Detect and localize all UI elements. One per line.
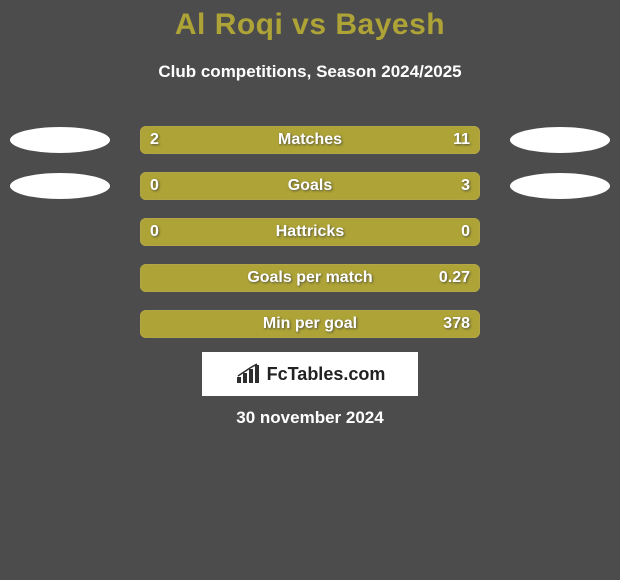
comparison-card: Al Roqi vs Bayesh Club competitions, Sea… bbox=[0, 0, 620, 580]
stat-label: Hattricks bbox=[140, 218, 480, 246]
stat-value-left: 0 bbox=[150, 172, 159, 200]
date-line: 30 november 2024 bbox=[0, 408, 620, 428]
logo-text: FcTables.com bbox=[267, 364, 386, 385]
player-badge-left bbox=[10, 127, 110, 153]
stat-row: Matches2 11 bbox=[0, 122, 620, 168]
stat-value-right: 11 bbox=[453, 126, 470, 154]
stat-label: Goals per match bbox=[140, 264, 480, 292]
page-title: Al Roqi vs Bayesh bbox=[0, 8, 620, 42]
barchart-icon bbox=[235, 363, 261, 385]
stat-value-right: 0 bbox=[461, 218, 470, 246]
stat-label: Goals bbox=[140, 172, 480, 200]
stat-row: Goals per match0.27 bbox=[0, 260, 620, 306]
player-badge-left bbox=[10, 173, 110, 199]
subtitle: Club competitions, Season 2024/2025 bbox=[0, 62, 620, 82]
logo-box: FcTables.com bbox=[202, 352, 418, 396]
stat-value-right: 0.27 bbox=[439, 264, 470, 292]
stat-value-left: 2 bbox=[150, 126, 159, 154]
stat-value-right: 378 bbox=[443, 310, 470, 338]
stat-label: Matches bbox=[140, 126, 480, 154]
stat-label: Min per goal bbox=[140, 310, 480, 338]
player-badge-right bbox=[510, 173, 610, 199]
stat-row: Min per goal378 bbox=[0, 306, 620, 352]
stat-row: Hattricks0 0 bbox=[0, 214, 620, 260]
stat-value-left: 0 bbox=[150, 218, 159, 246]
stat-row: Goals0 3 bbox=[0, 168, 620, 214]
stat-value-right: 3 bbox=[461, 172, 470, 200]
player-badge-right bbox=[510, 127, 610, 153]
